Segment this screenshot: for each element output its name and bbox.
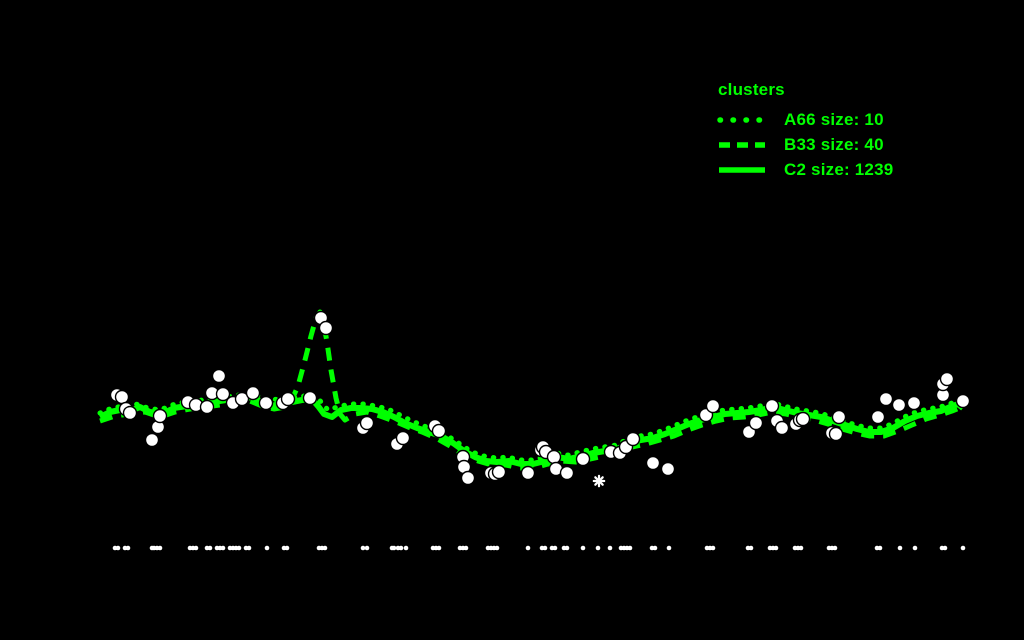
rug-dot (710, 545, 716, 551)
rug-dot (912, 545, 918, 551)
scatter-point (460, 470, 476, 486)
rug-dot (364, 545, 370, 551)
rug-dot (627, 545, 633, 551)
rug-dot (157, 545, 163, 551)
scatter-point (152, 408, 168, 424)
scatter-point (705, 398, 721, 414)
scatter-point (245, 385, 261, 401)
legend: clusters A66 size: 10 B33 size: 40 C2 si… (716, 80, 893, 182)
rug-dot (832, 545, 838, 551)
scatter-point (955, 393, 971, 409)
legend-item-b33: B33 size: 40 (716, 132, 893, 157)
scatter-point (559, 465, 575, 481)
scatter-point (660, 461, 676, 477)
rug-dot (115, 545, 121, 551)
scatter-point (491, 464, 507, 480)
rug-dot (798, 545, 804, 551)
scatter-point (645, 455, 661, 471)
rug-dot (960, 545, 966, 551)
rug-dot (391, 545, 397, 551)
series-a66-line (97, 391, 965, 463)
rug-dot (284, 545, 290, 551)
rug-dot (322, 545, 328, 551)
scatter-point (878, 391, 894, 407)
scatter-point (122, 405, 138, 421)
rug-dot (236, 545, 242, 551)
rug-dot (666, 545, 672, 551)
legend-item-a66: A66 size: 10 (716, 107, 893, 132)
legend-title: clusters (718, 80, 785, 99)
scatter-point (234, 391, 250, 407)
scatter-point (546, 449, 562, 465)
scatter-point (831, 409, 847, 425)
rug-dot (264, 545, 270, 551)
rug-dot (942, 545, 948, 551)
rug-dot (403, 545, 409, 551)
legend-item-b33-label: B33 size: 40 (784, 134, 884, 154)
rug-dot (207, 545, 213, 551)
asterisk-marker-icon (594, 476, 604, 486)
rug-dot (652, 545, 658, 551)
rug-dot (246, 545, 252, 551)
scatter-point (302, 390, 318, 406)
rug-dot (542, 545, 548, 551)
scatter-point (764, 398, 780, 414)
scatter-point (431, 423, 447, 439)
legend-item-c2: C2 size: 1239 (716, 157, 893, 182)
scatter-point (359, 415, 375, 431)
rug-dot (897, 545, 903, 551)
scatter-point (906, 395, 922, 411)
rug-dot (463, 545, 469, 551)
rug-dot (220, 545, 226, 551)
legend-item-a66-label: A66 size: 10 (784, 109, 884, 129)
rug-dot (748, 545, 754, 551)
scatter-point (774, 420, 790, 436)
rug-dot (398, 545, 404, 551)
scatter-point (625, 431, 641, 447)
scatter-point (280, 391, 296, 407)
scatter-point (795, 411, 811, 427)
scatter-point (215, 386, 231, 402)
rug-dot (580, 545, 586, 551)
rug-dot (564, 545, 570, 551)
scatter-point (939, 371, 955, 387)
scatter-point (258, 395, 274, 411)
legend-key-solid-line-icon (719, 166, 765, 173)
scatter-point (199, 399, 215, 415)
scatter-point (144, 432, 160, 448)
scatter-point (575, 451, 591, 467)
scatter-point (395, 430, 411, 446)
scatter-point (318, 320, 334, 336)
rug-dot (877, 545, 883, 551)
rug-dot (360, 545, 366, 551)
scatter-point (748, 415, 764, 431)
rug-dot (193, 545, 199, 551)
scatter-point (211, 368, 227, 384)
scatter-point (520, 465, 536, 481)
scatter-point (114, 389, 130, 405)
rug-dot (125, 545, 131, 551)
legend-item-c2-label: C2 size: 1239 (784, 159, 894, 179)
scatter-point (870, 409, 886, 425)
legend-key-dashed-line-icon (719, 141, 765, 148)
rug-dot (525, 545, 531, 551)
rug-dot (773, 545, 779, 551)
rug-dot (595, 545, 601, 551)
rug-dot (552, 545, 558, 551)
scatter-point (828, 426, 844, 442)
rug-dot (436, 545, 442, 551)
rug-dot (494, 545, 500, 551)
scatter-point (891, 397, 907, 413)
series-b33-line (99, 309, 963, 471)
legend-key-dotted-line-icon (717, 116, 767, 123)
rug-dot (607, 545, 613, 551)
